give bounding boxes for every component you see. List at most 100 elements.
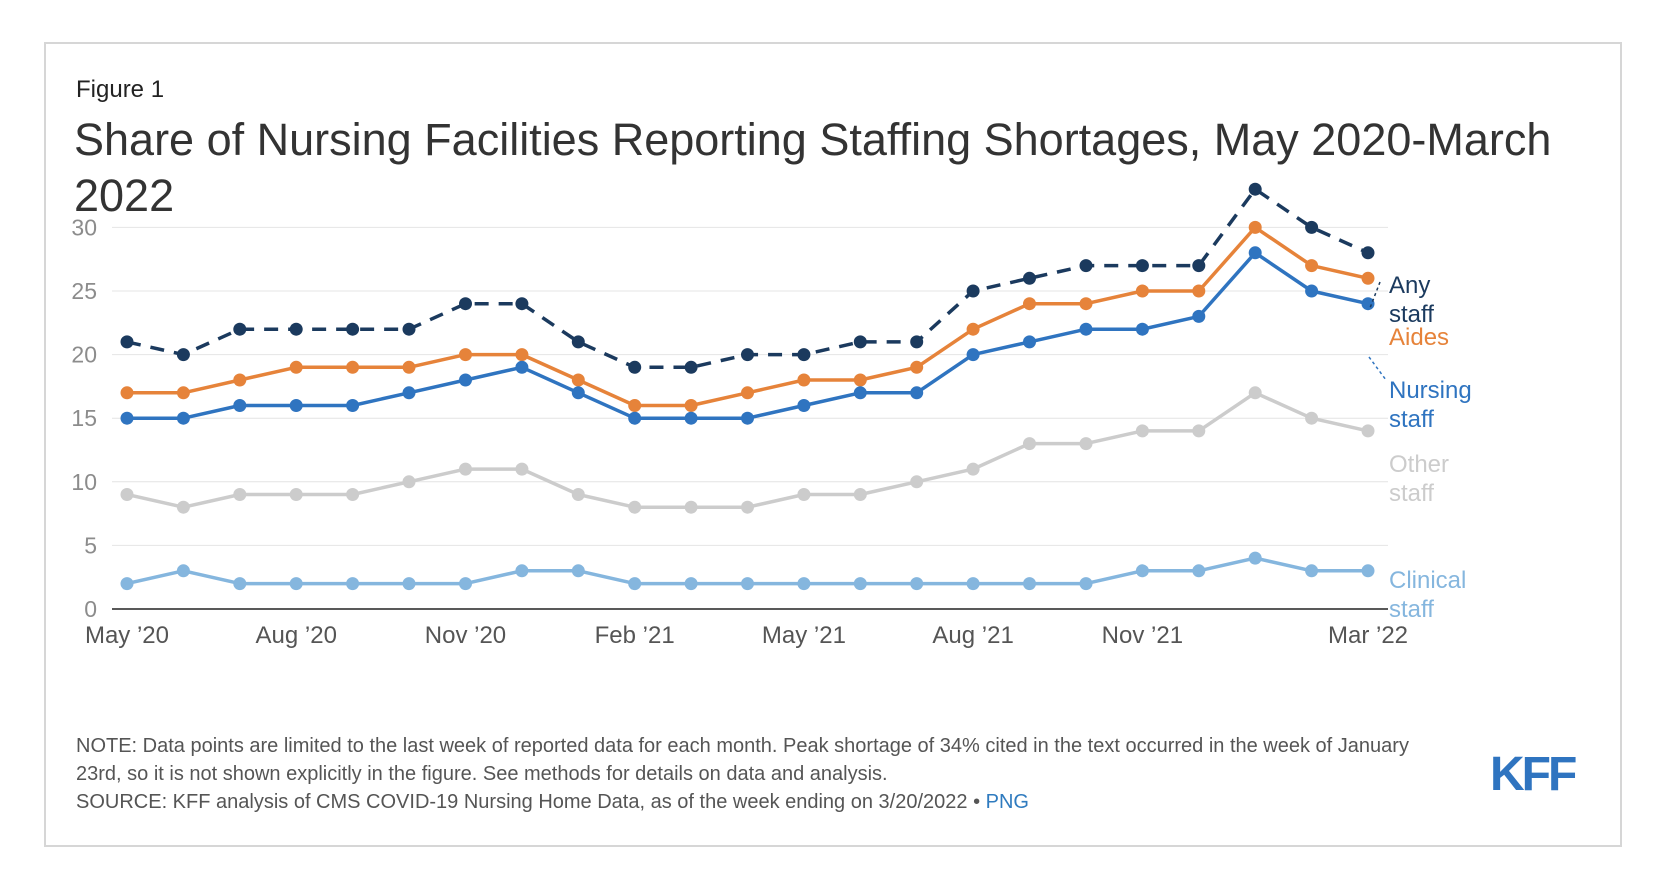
nursing_staff-point (628, 411, 642, 425)
clinical_staff-point (289, 577, 303, 591)
chart-title: Share of Nursing Facilities Reporting St… (74, 114, 1552, 221)
other_staff-point (628, 500, 642, 514)
other_staff-point (1079, 437, 1093, 451)
any_staff-line (126, 187, 1369, 370)
other_staff-point (459, 462, 472, 476)
any_staff-point (459, 297, 472, 311)
clinical_staff-point (797, 577, 811, 591)
nursing_staff-point (853, 386, 867, 400)
y-tick-label: 0 (84, 596, 97, 622)
any_staff-point (1305, 220, 1319, 234)
nursing_staff-leader (1368, 356, 1387, 381)
other_staff-label-line: Other (1389, 451, 1449, 478)
y-tick-label: 10 (71, 469, 97, 495)
x-tick-label: Aug ’20 (256, 622, 337, 649)
other_staff-point (402, 475, 416, 489)
other_staff-point (233, 488, 247, 501)
other_staff-point (515, 462, 529, 476)
any_staff-point (741, 348, 754, 362)
aides-point (233, 373, 247, 387)
aides-line (127, 225, 1369, 408)
kff-logo: KFF (1490, 750, 1579, 796)
other_staff-point (853, 488, 867, 501)
any_staff-point (853, 335, 867, 349)
nursing_staff-point (571, 386, 585, 400)
clinical_staff-point (459, 577, 472, 591)
aides-label-line: Aides (1389, 324, 1449, 351)
clinical_staff-point (402, 577, 416, 591)
aides-point (628, 399, 642, 412)
aides-point (459, 348, 472, 362)
aides-point (1248, 220, 1262, 234)
x-axis-ticks: May ’20 Aug ’20 Nov ’20 Feb ’21 May ’21 Aug ’… (85, 622, 1408, 649)
nursing_staff-point (176, 411, 190, 425)
nursing_staff-point (346, 399, 360, 412)
other_staff-point (741, 500, 754, 514)
y-tick-label: 5 (84, 532, 97, 558)
nursing_staff-label-line: staff (1389, 406, 1434, 433)
clinical_staff-point (628, 577, 642, 591)
figure-card (44, 42, 1622, 847)
nursing_staff-point (402, 386, 416, 400)
other_staff-label-line: staff (1389, 480, 1434, 507)
any_staff-point (628, 360, 642, 374)
nursing_staff-point (1135, 322, 1149, 336)
nursing_staff-point (1305, 284, 1319, 298)
any_staff-label: Any staff (1389, 272, 1434, 328)
other_staff-point (684, 500, 698, 514)
aides-point (346, 360, 360, 374)
clinical_staff-point (346, 577, 360, 591)
png-link[interactable]: PNG (985, 791, 1029, 813)
other_staff-label: Other staff (1389, 451, 1449, 507)
any_staff-point (346, 322, 360, 336)
any_staff-label-line: staff (1389, 301, 1434, 328)
clinical_staff-point (853, 577, 867, 591)
clinical_staff-point (966, 577, 980, 591)
aides-point (1023, 297, 1036, 311)
x-tick-label: Feb ’21 (595, 622, 675, 649)
y-axis-ticks: 0 5 10 15 20 25 30 (71, 214, 97, 622)
any_staff-point (1361, 246, 1375, 260)
other_staff-point (797, 488, 811, 501)
other_staff-point (1361, 424, 1375, 438)
any_staff-point (910, 335, 924, 349)
aides-point (289, 360, 303, 374)
clinical_staff-point (1079, 577, 1093, 591)
other_staff-point (910, 475, 924, 489)
clinical_staff-point (1192, 564, 1206, 578)
source-text: SOURCE: KFF analysis of CMS COVID-19 Nur… (76, 788, 1456, 816)
any_staff-point (515, 297, 529, 311)
series-points (120, 182, 1375, 591)
clinical_staff-point (233, 577, 247, 591)
aides-point (1305, 259, 1319, 273)
any_staff-point (1135, 259, 1149, 273)
any_staff-label-line: Any (1389, 272, 1430, 299)
any_staff-point (797, 348, 811, 362)
aides-point (1079, 297, 1093, 311)
aides-point (571, 373, 585, 387)
any_staff-point (1248, 182, 1262, 196)
aides-point (797, 373, 811, 387)
other_staff-point (1135, 424, 1149, 438)
x-tick-label: May ’20 (85, 622, 169, 649)
other_staff-point (1305, 411, 1319, 425)
aides-point (1192, 284, 1206, 298)
y-tick-label: 25 (71, 278, 97, 304)
any_staff-point (402, 322, 416, 336)
nursing_staff-label: Nursing staff (1389, 377, 1472, 433)
nursing_staff-point (910, 386, 924, 400)
nursing_staff-point (741, 411, 754, 425)
any_staff-point (233, 322, 247, 336)
nursing_staff-point (1248, 246, 1262, 260)
clinical_staff-point (176, 564, 190, 578)
nursing_staff-point (459, 373, 472, 387)
any_staff-point (1023, 271, 1036, 285)
aides-point (515, 348, 529, 362)
nursing_staff-label-line: Nursing (1389, 377, 1472, 404)
nursing_staff-point (1023, 335, 1036, 349)
aides-point (741, 386, 754, 400)
any_staff-point (120, 335, 134, 349)
other_staff-point (1248, 386, 1262, 400)
any_staff-point (1079, 259, 1093, 273)
